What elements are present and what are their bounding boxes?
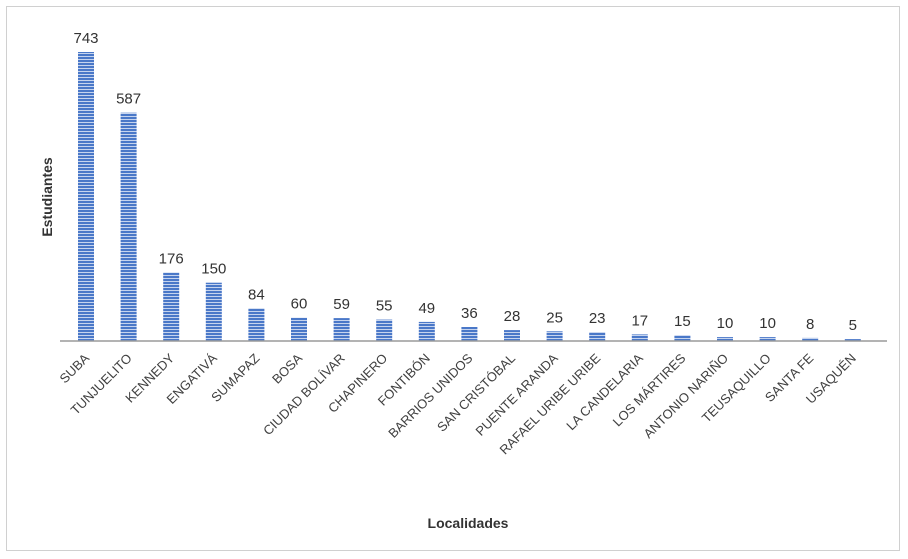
bar-value-label: 60 bbox=[291, 296, 308, 313]
bar-value-label: 15 bbox=[674, 313, 691, 330]
bar bbox=[78, 52, 94, 341]
bar-value-label: 25 bbox=[546, 309, 563, 326]
bar-value-label: 49 bbox=[418, 300, 435, 317]
bar bbox=[759, 337, 776, 341]
bar-value-label: 23 bbox=[589, 310, 606, 327]
bar-value-label: 10 bbox=[759, 315, 776, 332]
bar bbox=[546, 331, 563, 341]
bar-series bbox=[78, 52, 861, 341]
bar bbox=[248, 308, 265, 341]
bar-value-label: 28 bbox=[504, 308, 521, 325]
bar bbox=[291, 317, 307, 341]
bar-value-label: 587 bbox=[116, 91, 141, 108]
bar-value-label: 55 bbox=[376, 298, 393, 315]
bar-value-label: 59 bbox=[333, 296, 350, 313]
bar-value-label: 8 bbox=[806, 316, 814, 333]
x-tick-label: LOS MÁRTIRES bbox=[610, 350, 689, 429]
value-labels: 743 587 176 150 84 60 59 55 49 36 28 25 23 17 15 10 10 8 5 bbox=[73, 30, 856, 334]
bar bbox=[802, 337, 819, 341]
bar-value-label: 150 bbox=[201, 261, 226, 278]
bar-value-label: 176 bbox=[159, 251, 184, 268]
bar bbox=[461, 327, 478, 341]
x-tick-label: SAN CRISTÓBAL bbox=[434, 351, 518, 435]
bar bbox=[717, 337, 733, 341]
bar bbox=[205, 282, 222, 341]
y-axis-title: Estudiantes bbox=[39, 157, 55, 237]
bar bbox=[631, 334, 648, 341]
bar-value-label: 5 bbox=[849, 317, 857, 334]
bar bbox=[163, 272, 180, 341]
bar bbox=[376, 319, 393, 341]
bar bbox=[589, 332, 606, 341]
chart-frame bbox=[6, 6, 900, 551]
x-tick-label: LA CANDELARIA bbox=[563, 350, 646, 433]
bar bbox=[504, 330, 520, 341]
bar-value-label: 17 bbox=[631, 312, 648, 329]
x-tick-label: SUBA bbox=[56, 350, 92, 386]
bar-value-label: 10 bbox=[717, 315, 734, 332]
bar bbox=[418, 321, 435, 341]
bar-value-label: 84 bbox=[248, 286, 265, 303]
bar bbox=[120, 112, 137, 341]
bar bbox=[674, 335, 691, 341]
bar bbox=[333, 318, 350, 341]
x-axis-title: Localidades bbox=[428, 515, 509, 531]
x-tick-label: BOSA bbox=[269, 350, 305, 386]
bar bbox=[844, 339, 861, 341]
bar-value-label: 36 bbox=[461, 305, 478, 322]
bar-value-label: 743 bbox=[73, 30, 98, 47]
